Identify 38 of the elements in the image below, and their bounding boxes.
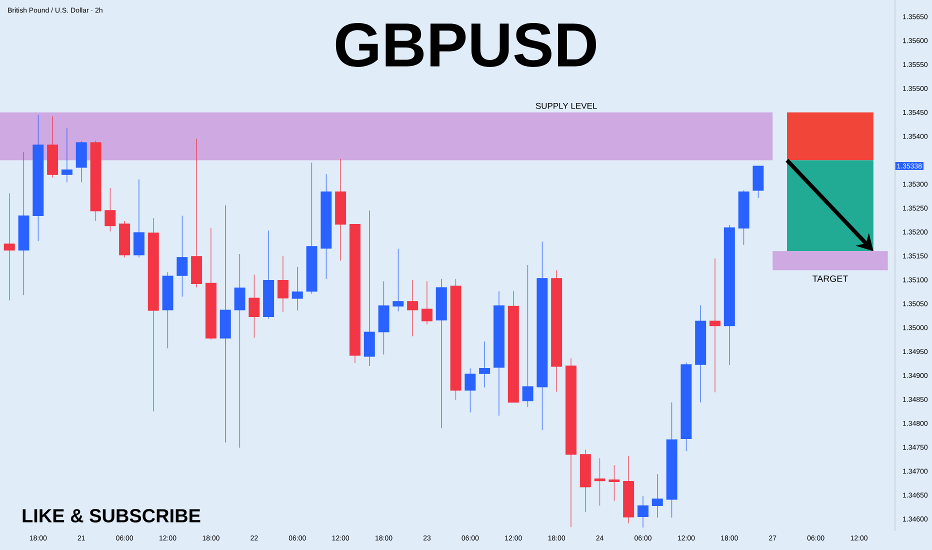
band-label: TARGET [812,275,848,282]
candlestick [320,174,332,280]
candlestick [652,474,663,518]
candlestick [666,402,678,518]
band-label: SUPPLY LEVEL [536,102,597,109]
candlestick [248,274,260,338]
candlestick [536,241,548,430]
candlestick [133,179,144,258]
candlestick [407,280,418,337]
candlestick [638,496,648,528]
candlestick [695,304,706,403]
candlestick [608,464,620,502]
candlestick [119,220,130,258]
candlestick [378,280,390,355]
candlestick [494,291,504,416]
candlestick [220,204,231,443]
candlestick [205,228,216,340]
candlestick [566,358,576,528]
candlestick [234,254,246,448]
candlestick [479,341,490,388]
candlestick [18,152,30,296]
candlestick [191,138,202,288]
candlestick [32,114,44,242]
candlestick [61,128,72,183]
candlestick [176,215,188,297]
candlestick [335,158,346,262]
candlestick [148,218,159,412]
candlestick [422,280,432,325]
candlestick [263,230,274,319]
candlestick [594,458,606,506]
candlestick [277,256,288,312]
annotation: LIKE & SUBSCRIBE [22,509,200,522]
chart-title: GBPUSD [336,23,596,67]
candlestick [710,258,720,393]
candlestick [364,210,375,366]
candlestick [4,192,15,301]
candlestick [292,266,303,311]
candlestick [47,116,58,178]
